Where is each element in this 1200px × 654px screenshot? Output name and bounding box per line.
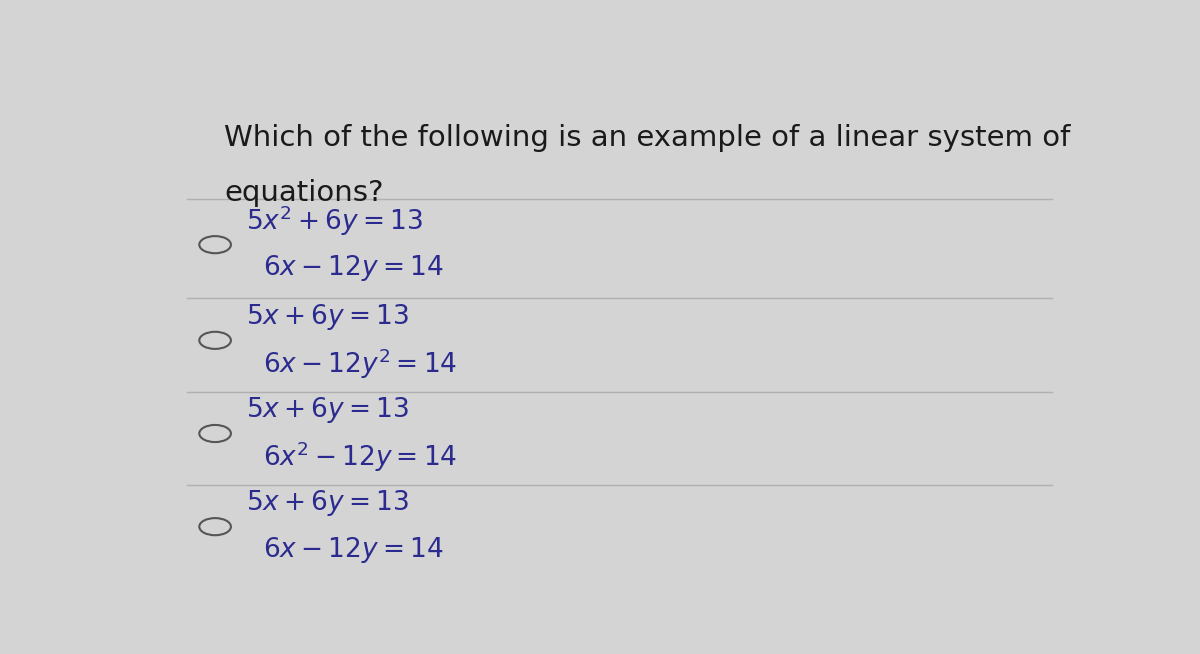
Text: equations?: equations? — [224, 179, 384, 207]
Text: $5x^2 + 6y = 13$: $5x^2 + 6y = 13$ — [246, 204, 422, 238]
Text: $5x + 6y = 13$: $5x + 6y = 13$ — [246, 395, 409, 425]
Text: $6x^2 - 12y = 14$: $6x^2 - 12y = 14$ — [263, 440, 457, 474]
Text: $6x - 12y = 14$: $6x - 12y = 14$ — [263, 253, 443, 283]
Text: $5x + 6y = 13$: $5x + 6y = 13$ — [246, 301, 409, 332]
Text: $6x - 12y = 14$: $6x - 12y = 14$ — [263, 536, 443, 565]
Text: $5x + 6y = 13$: $5x + 6y = 13$ — [246, 488, 409, 518]
Text: $6x - 12y^2 = 14$: $6x - 12y^2 = 14$ — [263, 347, 457, 381]
Text: Which of the following is an example of a linear system of: Which of the following is an example of … — [224, 124, 1070, 152]
